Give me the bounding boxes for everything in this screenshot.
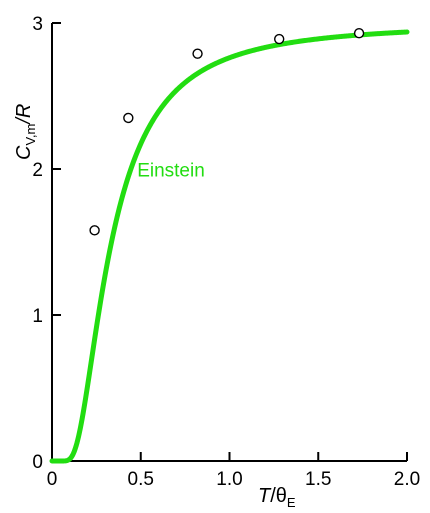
x-axis-label-subscript: E bbox=[287, 495, 296, 510]
x-tick-label: 2.0 bbox=[394, 469, 420, 490]
data-markers bbox=[89, 28, 365, 236]
einstein-curve bbox=[49, 29, 410, 464]
data-point-marker bbox=[274, 33, 285, 45]
y-ticks: 0 1 2 3 bbox=[32, 14, 61, 473]
x-axis-label-main: T bbox=[258, 485, 272, 507]
y-axis-label-subscript: V,m bbox=[23, 124, 38, 146]
x-tick-label: 1.5 bbox=[305, 469, 331, 490]
y-axis-label: CV,m/R bbox=[13, 104, 38, 160]
x-axis-label-symbol: θ bbox=[276, 485, 287, 507]
y-tick-label: 0 bbox=[32, 452, 43, 473]
data-point-marker bbox=[192, 48, 203, 59]
x-tick-label: 1.0 bbox=[216, 469, 242, 490]
data-point-marker bbox=[353, 28, 365, 39]
y-axis-label-main: C bbox=[13, 145, 35, 160]
x-axis-label-slash: / bbox=[270, 485, 276, 507]
x-tick-label: 0.5 bbox=[128, 469, 154, 490]
data-point-marker bbox=[89, 225, 100, 236]
y-tick-label: 2 bbox=[32, 160, 43, 181]
y-axis-label-slash: / bbox=[13, 116, 35, 126]
y-tick-label: 3 bbox=[32, 14, 43, 35]
x-tick-label: 0 bbox=[47, 469, 58, 490]
y-axis-label-denominator: R bbox=[13, 104, 35, 118]
y-axis-label-text: CV,m/R bbox=[13, 104, 38, 160]
x-ticks: 0 0.5 1.0 1.5 2.0 bbox=[47, 452, 420, 490]
y-tick-label: 1 bbox=[32, 306, 43, 327]
data-point-marker bbox=[123, 112, 134, 124]
x-axis-label: T/θE bbox=[258, 485, 296, 510]
series-label-einstein: Einstein bbox=[137, 160, 205, 181]
plot-area: 0 0.5 1.0 1.5 2.0 0 1 2 3 Einstein bbox=[32, 14, 420, 490]
